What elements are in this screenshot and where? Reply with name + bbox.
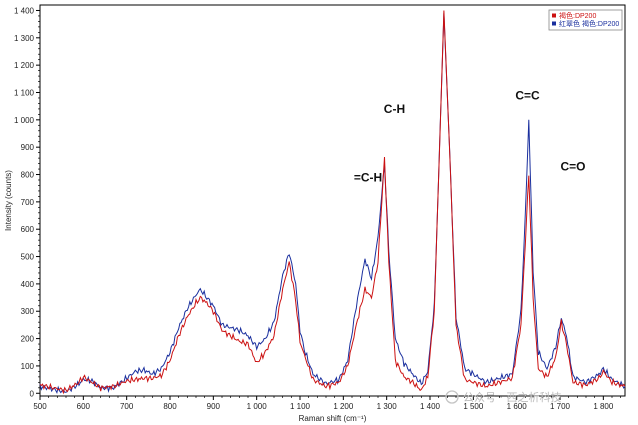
x-tick-label: 700 xyxy=(120,402,134,411)
legend-swatch xyxy=(552,13,556,18)
series-layer xyxy=(39,10,626,395)
y-tick-label: 1 000 xyxy=(14,116,35,125)
legend-swatch xyxy=(552,21,556,26)
y-tick-label: 700 xyxy=(21,198,35,207)
plot-frame xyxy=(39,4,626,397)
x-tick-label: 600 xyxy=(77,402,91,411)
y-tick-label: 1 400 xyxy=(14,6,35,15)
series-line-2 xyxy=(39,13,626,395)
y-tick-label: 600 xyxy=(21,225,35,234)
x-tick-label: 1 000 xyxy=(247,402,268,411)
peak-annotation: C=O xyxy=(560,159,585,173)
y-tick-label: 400 xyxy=(21,280,35,289)
y-tick-label: 100 xyxy=(21,362,35,371)
x-tick-label: 500 xyxy=(33,402,47,411)
y-tick-label: 1 100 xyxy=(14,88,35,97)
y-tick-label: 1 200 xyxy=(14,61,35,70)
y-tick-label: 900 xyxy=(21,143,35,152)
y-tick-label: 300 xyxy=(21,307,35,316)
y-tick-label: 0 xyxy=(30,389,35,398)
legend-entry: 红翠色 褐色:DP200 xyxy=(559,19,619,28)
y-axis-label: Intensity (counts) xyxy=(4,170,13,231)
watermark-icon xyxy=(445,390,459,404)
peak-annotation: C=C xyxy=(515,88,540,102)
watermark-text: 公众号 · 西之析科技 xyxy=(463,390,562,404)
annotation-layer: C-H =C-H C=C C=O xyxy=(354,88,586,184)
y-tick-label: 500 xyxy=(21,253,35,262)
y-tick-label: 1 300 xyxy=(14,34,35,43)
x-tick-label: 800 xyxy=(163,402,177,411)
legend-box xyxy=(548,9,623,31)
peak-annotation: =C-H xyxy=(354,170,382,184)
x-tick-label: 1 500 xyxy=(463,402,484,411)
y-tick-label: 200 xyxy=(21,335,35,344)
x-tick-label: 900 xyxy=(207,402,221,411)
x-tick-label: 1 800 xyxy=(593,402,614,411)
x-tick-label: 1 100 xyxy=(290,402,311,411)
legend-entry: 褐色:DP200 xyxy=(559,11,596,20)
x-tick-label: 1 200 xyxy=(333,402,354,411)
x-tick-label: 1 700 xyxy=(550,402,571,411)
series-line-1 xyxy=(39,10,626,395)
peak-annotation: C-H xyxy=(384,102,405,116)
x-axis-label: Raman shift (cm⁻¹) xyxy=(299,414,367,423)
x-tick-label: 1 400 xyxy=(420,402,441,411)
y-tick-label: 800 xyxy=(21,171,35,180)
x-tick-label: 1 600 xyxy=(507,402,528,411)
x-tick-label: 1 300 xyxy=(377,402,398,411)
